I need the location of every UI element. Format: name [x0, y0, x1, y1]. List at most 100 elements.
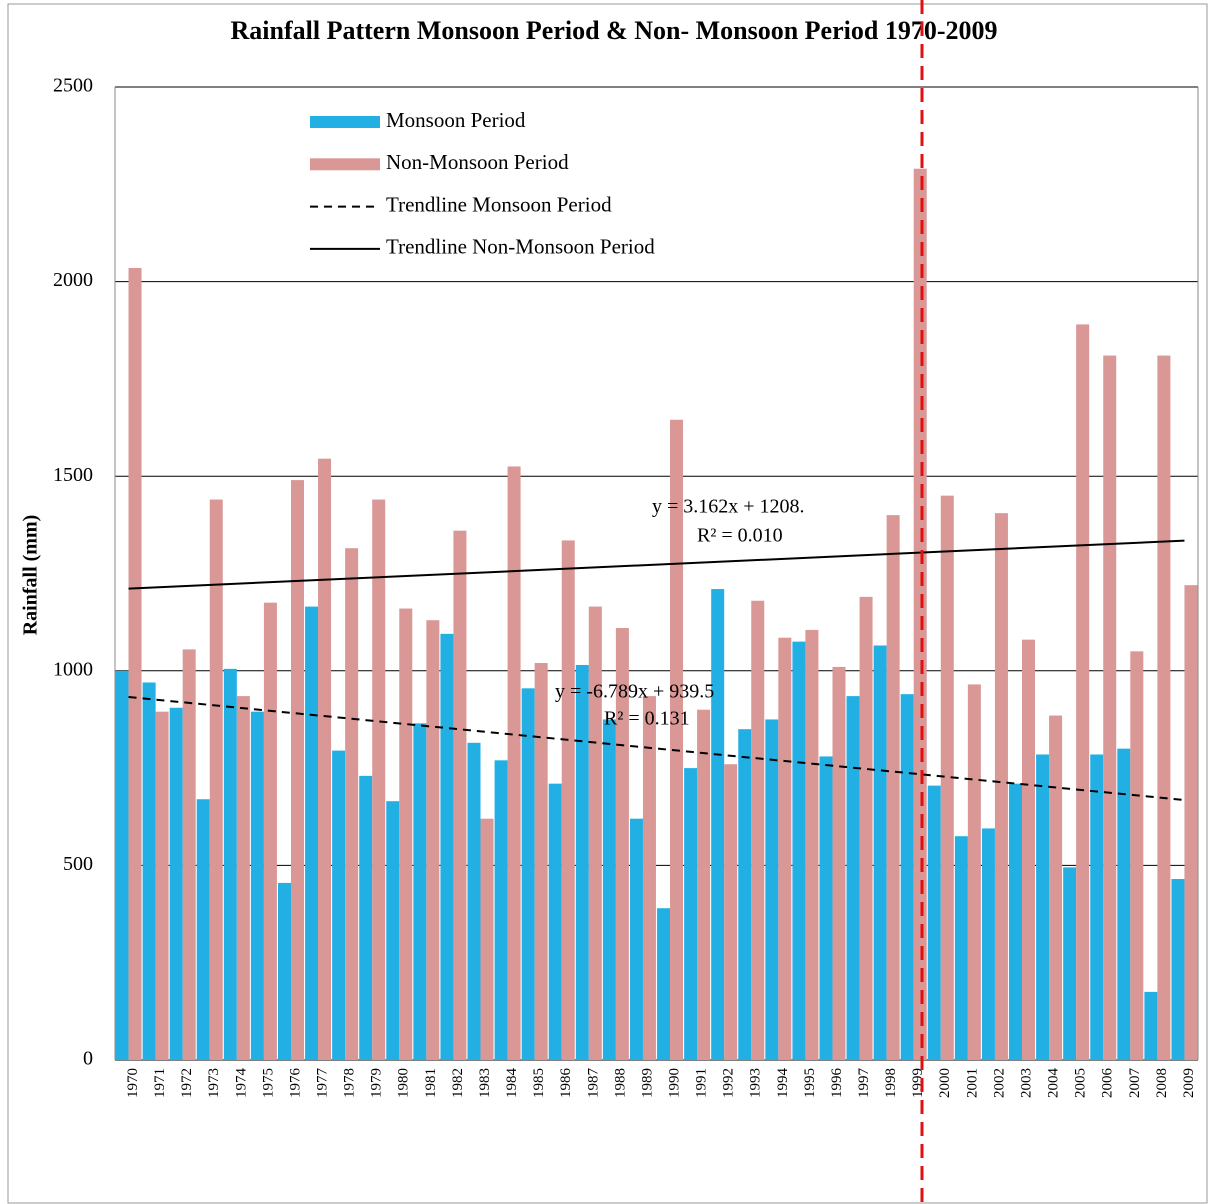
- bar: [1171, 879, 1185, 1060]
- bar: [819, 756, 833, 1060]
- legend-swatch: [310, 116, 380, 128]
- y-tick-label: 0: [83, 1048, 93, 1070]
- x-tick-label: 2004: [1046, 1068, 1062, 1099]
- bar: [927, 785, 941, 1060]
- x-tick-label: 1984: [504, 1068, 520, 1099]
- x-tick-label: 2007: [1127, 1068, 1143, 1099]
- y-tick-label: 500: [63, 853, 93, 875]
- x-tick-label: 2001: [964, 1068, 980, 1098]
- bar: [115, 670, 129, 1060]
- bar: [372, 499, 386, 1060]
- bar: [1022, 639, 1036, 1060]
- y-tick-label: 1000: [53, 658, 93, 680]
- bar: [859, 596, 873, 1060]
- bar: [467, 742, 481, 1060]
- bar: [386, 801, 400, 1060]
- bar: [250, 711, 264, 1060]
- legend-label: Trendline Non-Monsoon Period: [386, 235, 655, 259]
- trend-r2: R² = 0.010: [697, 525, 783, 547]
- bar: [1144, 991, 1158, 1060]
- x-tick-label: 1974: [233, 1068, 249, 1099]
- bar: [521, 688, 535, 1060]
- legend-label: Monsoon Period: [386, 108, 526, 132]
- bar: [1103, 355, 1117, 1061]
- trend-r2: R² = 0.131: [604, 708, 690, 730]
- x-tick-label: 1993: [748, 1068, 764, 1098]
- bar: [684, 768, 698, 1060]
- x-tick-label: 2000: [937, 1068, 953, 1098]
- x-tick-label: 2003: [1018, 1068, 1034, 1098]
- bar: [128, 267, 142, 1060]
- bar: [1130, 651, 1144, 1060]
- bar: [1049, 715, 1063, 1060]
- legend-swatch: [310, 158, 380, 171]
- bar: [751, 600, 765, 1060]
- x-tick-label: 1987: [585, 1068, 601, 1099]
- x-tick-label: 1999: [910, 1068, 926, 1098]
- bar: [994, 513, 1008, 1060]
- bar: [548, 783, 562, 1060]
- x-tick-label: 1992: [721, 1068, 737, 1098]
- bar: [900, 694, 914, 1060]
- x-tick-label: 1998: [883, 1068, 899, 1098]
- bar: [1157, 355, 1171, 1061]
- bar: [846, 696, 860, 1060]
- bar: [1076, 324, 1090, 1060]
- bar: [575, 664, 589, 1060]
- bar: [805, 629, 819, 1060]
- bar: [602, 719, 616, 1060]
- bar: [832, 666, 846, 1060]
- bar: [223, 668, 237, 1060]
- bar: [792, 641, 806, 1060]
- bar: [196, 799, 210, 1060]
- trend-equation: y = 3.162x + 1208.: [652, 496, 805, 518]
- x-tick-label: 1989: [639, 1068, 655, 1098]
- bar: [738, 729, 752, 1060]
- bar: [142, 682, 156, 1060]
- bar: [615, 627, 629, 1060]
- x-tick-label: 1970: [125, 1068, 141, 1098]
- bar: [1063, 867, 1077, 1060]
- x-tick-label: 1986: [558, 1068, 574, 1099]
- bar: [629, 818, 643, 1060]
- x-tick-label: 1979: [369, 1068, 385, 1098]
- bar: [332, 750, 346, 1060]
- frame: [7, 3, 1208, 1204]
- bar: [182, 649, 196, 1060]
- bar: [345, 548, 359, 1060]
- bar: [1184, 585, 1198, 1060]
- x-tick-label: 1972: [179, 1068, 195, 1098]
- bar: [697, 709, 711, 1060]
- bar: [657, 908, 671, 1060]
- bar: [886, 515, 900, 1060]
- plot-area: 0 500 1000 1500 2000 2500 1970 1971 1972 1973 1974…: [53, 75, 1199, 1099]
- bar: [440, 633, 454, 1060]
- bar: [318, 458, 332, 1060]
- y-tick-label: 2500: [53, 75, 93, 97]
- bar: [155, 711, 169, 1060]
- trendline: [128, 539, 1185, 590]
- bar: [981, 828, 995, 1060]
- bar: [1009, 783, 1023, 1060]
- x-tick-label: 1997: [856, 1068, 872, 1099]
- y-tick-label: 1500: [53, 464, 93, 486]
- bar: [209, 499, 223, 1060]
- bar: [359, 775, 373, 1060]
- x-tick-label: 2008: [1154, 1068, 1170, 1098]
- x-tick-label: 1975: [260, 1068, 276, 1098]
- bar: [169, 707, 183, 1060]
- x-tick-label: 1980: [396, 1068, 412, 1098]
- bar: [588, 606, 602, 1060]
- x-tick-label: 1991: [694, 1068, 710, 1098]
- bar: [453, 530, 467, 1060]
- bar: [290, 480, 304, 1060]
- bar: [711, 589, 725, 1060]
- x-tick-label: 1995: [802, 1068, 818, 1098]
- bar: [940, 495, 954, 1060]
- bar: [642, 696, 656, 1060]
- x-tick-label: 1976: [287, 1068, 303, 1099]
- legend-label: Trendline Monsoon Period: [386, 192, 612, 216]
- y-axis-label: Rainfall (mm): [20, 515, 42, 636]
- bar: [426, 620, 440, 1060]
- bar: [873, 645, 887, 1060]
